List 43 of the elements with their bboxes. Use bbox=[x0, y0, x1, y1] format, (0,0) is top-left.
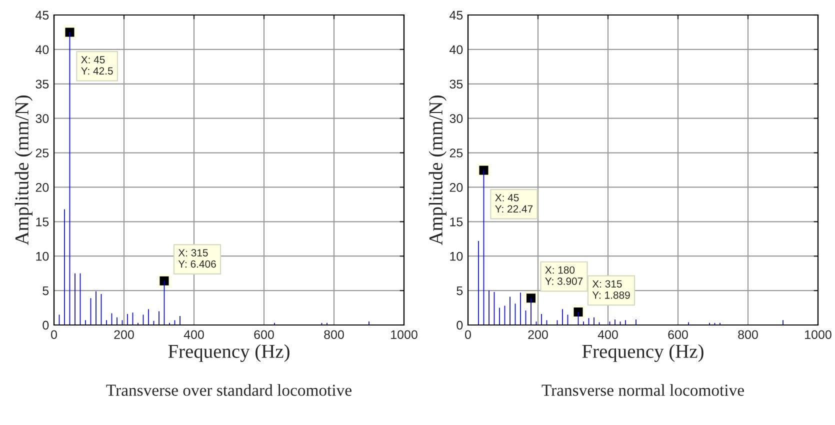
y-tick-label: 5 bbox=[456, 286, 463, 296]
x-axis-title: Frequency (Hz) bbox=[582, 344, 704, 362]
y-tick-label: 5 bbox=[42, 286, 49, 296]
y-tick-label: 35 bbox=[450, 80, 463, 89]
x-tick-label: 200 bbox=[114, 330, 134, 340]
y-tick-label: 25 bbox=[450, 148, 463, 158]
text: Transverse normal locomotive bbox=[542, 384, 744, 396]
x-tick-label: 1000 bbox=[391, 330, 418, 340]
annotation: X: 315 Y: 6.406 bbox=[178, 249, 216, 268]
y-tick-label: 45 bbox=[450, 10, 463, 20]
x-axis-title: Frequency (Hz) bbox=[168, 344, 290, 362]
y-tick-label: 30 bbox=[36, 114, 49, 123]
annotation: X: 45 Y: 42.5 bbox=[81, 56, 113, 75]
y-tick-label: 45 bbox=[36, 10, 49, 20]
y-tick-label: 20 bbox=[450, 183, 463, 192]
x-tick-label: 400 bbox=[184, 330, 204, 340]
x-tick-label: 1000 bbox=[805, 330, 832, 340]
x-tick-label: 800 bbox=[324, 330, 344, 340]
x-tick-label: 0 bbox=[51, 330, 57, 340]
x-tick-label: 600 bbox=[668, 330, 688, 340]
annotation: X: 180 Y: 3.907 bbox=[545, 266, 583, 285]
y-tick-label: 30 bbox=[450, 114, 463, 123]
y-tick-label: 10 bbox=[450, 252, 463, 261]
annotation: X: 45 Y: 22.47 bbox=[495, 194, 533, 212]
x-tick-label: 200 bbox=[528, 330, 548, 340]
y-tick-label: 35 bbox=[36, 80, 49, 89]
x-tick-label: 600 bbox=[254, 330, 274, 340]
y-tick-label: 20 bbox=[36, 183, 49, 192]
y-tick-label: 0 bbox=[456, 320, 463, 330]
x-tick-label: 0 bbox=[465, 330, 471, 340]
text: Transverse over standard locomotive bbox=[106, 384, 352, 396]
y-axis-title: Amplitude (mm/N) bbox=[14, 96, 32, 246]
y-tick-label: 10 bbox=[36, 252, 49, 261]
x-tick-label: 400 bbox=[598, 330, 618, 340]
y-tick-label: 0 bbox=[42, 320, 49, 330]
y-tick-label: 15 bbox=[36, 218, 49, 226]
y-tick-label: 15 bbox=[450, 218, 463, 226]
annotation: X: 315 Y: 1.889 bbox=[592, 280, 630, 299]
y-axis-title: Amplitude (mm/N) bbox=[428, 96, 446, 246]
y-tick-label: 40 bbox=[36, 45, 49, 54]
x-tick-label: 800 bbox=[738, 330, 758, 340]
y-tick-label: 25 bbox=[36, 148, 49, 158]
y-tick-label: 40 bbox=[450, 45, 463, 54]
